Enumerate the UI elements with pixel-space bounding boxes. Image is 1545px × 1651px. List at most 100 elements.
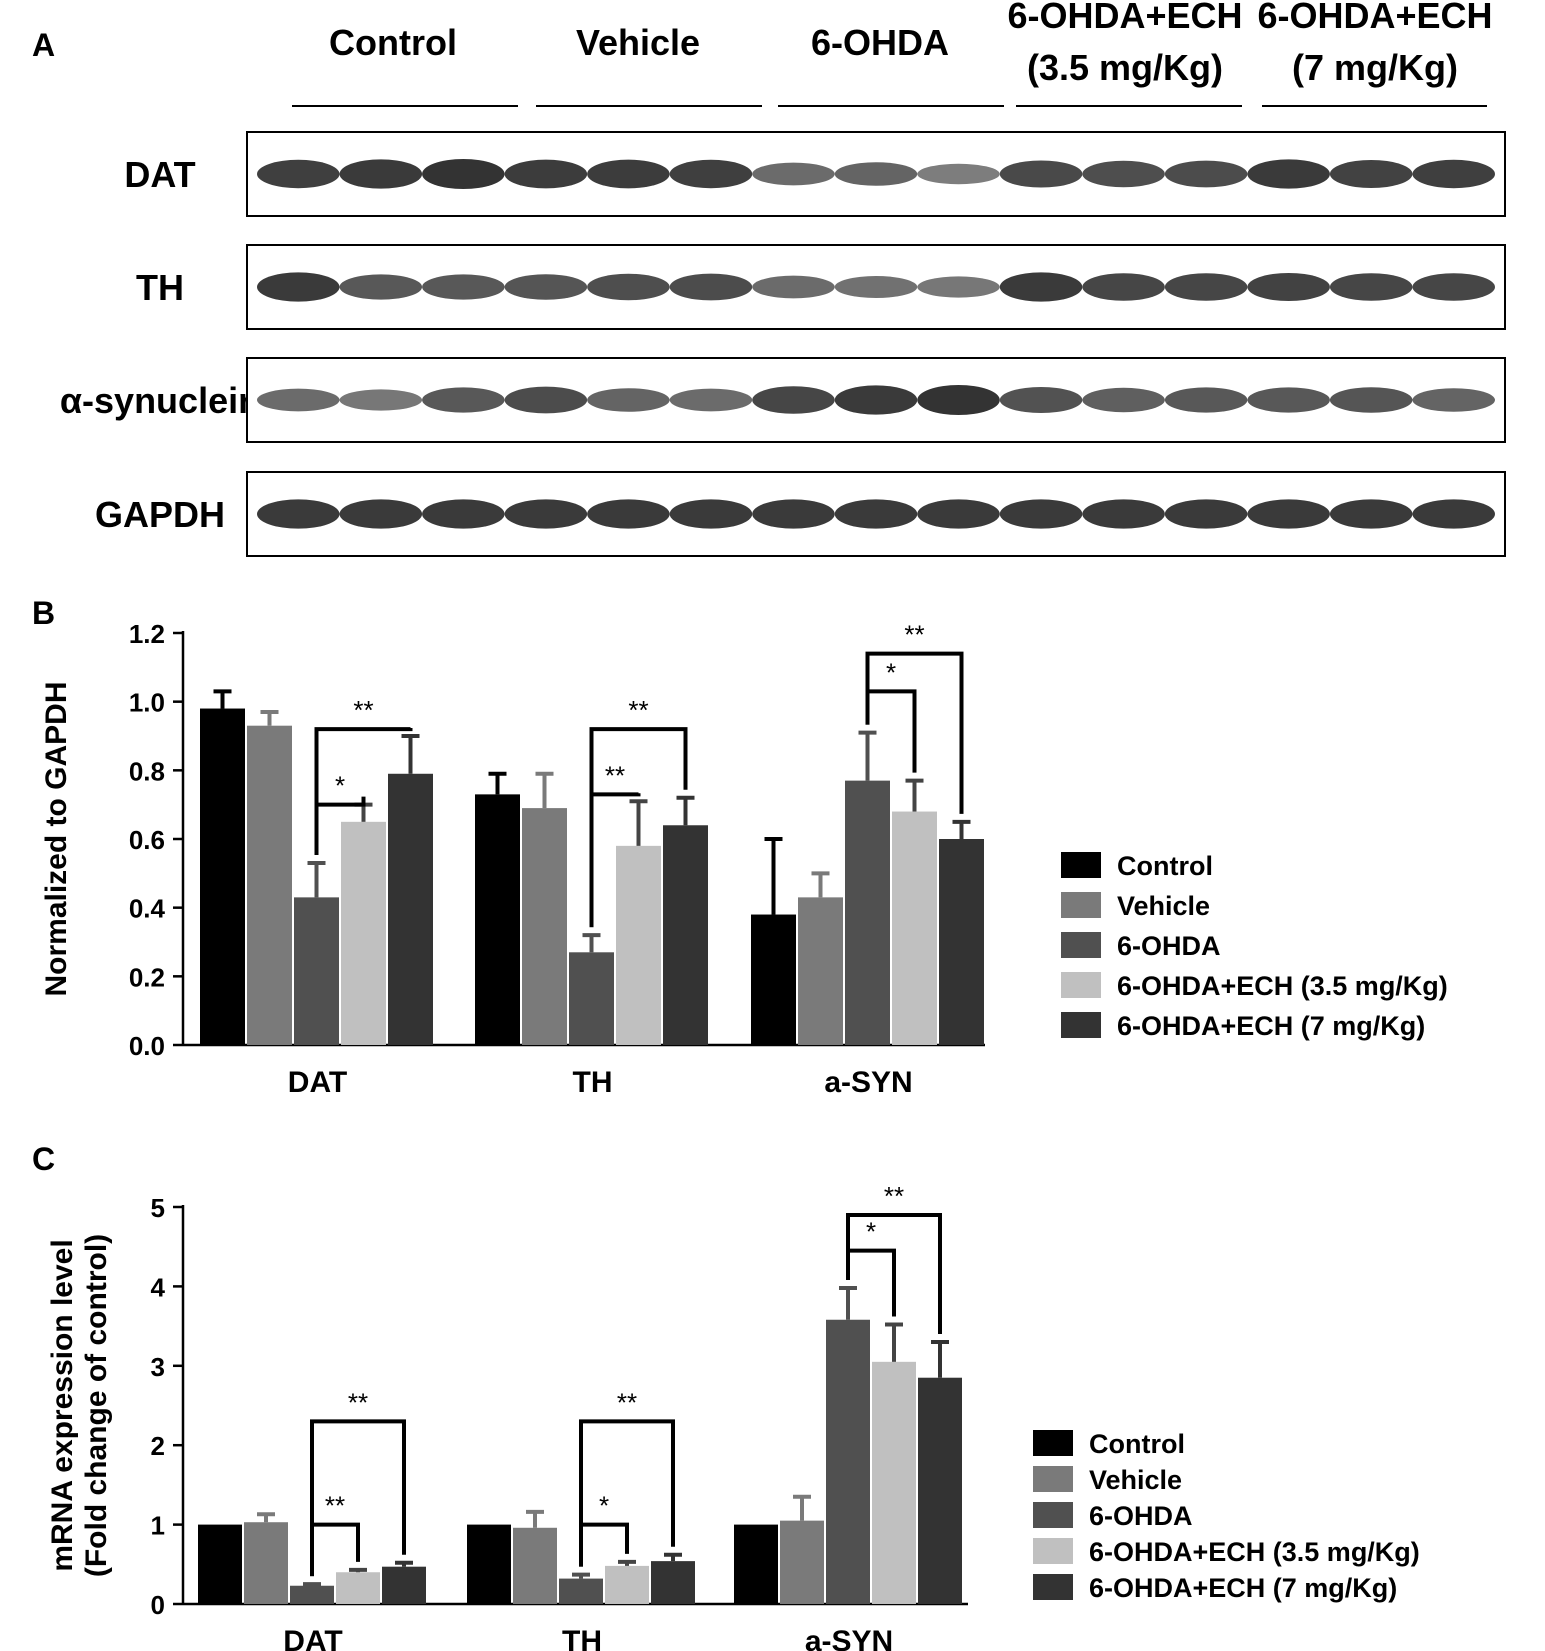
blot-band — [1164, 499, 1248, 529]
panel-b-legend-label: Vehicle — [1117, 891, 1210, 921]
panel-c-bar — [559, 1578, 603, 1604]
panel-b-significance-label: ** — [353, 695, 373, 725]
panel-c-y-tick-label: 0 — [151, 1590, 165, 1620]
panel-c-bar — [651, 1561, 695, 1604]
blot-row-label: α-synuclein — [60, 380, 260, 421]
panel-b-y-tick-label: 0.2 — [129, 962, 165, 992]
panel-b-y-tick-label: 0.6 — [129, 825, 165, 855]
panel-b-legend-swatch — [1061, 972, 1101, 998]
blot-band — [587, 273, 670, 301]
panel-b-significance-label: ** — [904, 620, 924, 650]
panel-b-significance-bracket — [865, 651, 964, 814]
group-label-line2: (3.5 mg/Kg) — [1027, 47, 1223, 88]
blot-band — [917, 276, 1000, 298]
group-label-line1: 6-OHDA — [811, 22, 949, 63]
blot-band — [752, 499, 835, 529]
blot-band — [339, 389, 423, 411]
blot-band — [999, 387, 1083, 413]
panel-c-significance-label: ** — [348, 1387, 368, 1417]
panel-c-bar — [244, 1522, 288, 1604]
panel-b-y-tick-label: 1.2 — [129, 619, 165, 649]
panel-c-y-tick-label: 4 — [151, 1272, 166, 1302]
blot-band — [999, 272, 1083, 302]
panel-b-bar — [247, 725, 292, 1045]
panel-a-western-blot: A Control Vehicle 6-OHDA 6-OHDA+ECH (3.5 mg/… — [32, 0, 1506, 557]
blot-band — [1082, 160, 1165, 188]
blot-band — [834, 385, 918, 415]
blot-band — [1412, 273, 1495, 301]
blot-row-label: GAPDH — [95, 494, 225, 535]
panel-c-legend-swatch — [1033, 1502, 1073, 1528]
panel-c-bar — [918, 1377, 962, 1604]
blot-band — [752, 162, 835, 186]
panel-c-bar — [336, 1572, 380, 1604]
blot-band — [1412, 159, 1495, 189]
panel-b-significance-bracket — [589, 727, 688, 928]
panel-b-bar — [798, 897, 843, 1045]
panel-b-significance-bracket — [314, 727, 413, 856]
panel-b-legend-label: Control — [1117, 851, 1213, 881]
panel-b-significance-label: ** — [628, 695, 648, 725]
blot-band — [834, 162, 918, 186]
blot-row-label: DAT — [124, 154, 195, 195]
blot-band — [1412, 388, 1495, 412]
panel-c-bar — [513, 1527, 557, 1604]
panel-b-protein-chart: B 0.0 0.2 0.4 0.6 0.8 1.0 1.2 Normalized to GAP… — [32, 595, 1448, 1099]
blot-band — [752, 275, 835, 299]
panel-b-bar — [294, 897, 339, 1045]
blot-band — [339, 499, 423, 529]
panel-c-legend-label: 6-OHDA+ECH (7 mg/Kg) — [1089, 1573, 1397, 1603]
panel-b-bar — [200, 708, 245, 1045]
panel-c-bar — [467, 1524, 511, 1604]
panel-c-significance-label: ** — [617, 1387, 637, 1417]
panel-b-legend-swatch — [1061, 932, 1101, 958]
blot-band — [257, 159, 340, 189]
panel-c-significance-bracket — [310, 1419, 406, 1577]
panel-b-significance-label: * — [886, 657, 896, 687]
panel-b-y-tick-label: 0.8 — [129, 756, 165, 786]
panel-b-y-tick-label: 1.0 — [129, 688, 165, 718]
blot-band — [257, 499, 340, 529]
panel-c-legend-swatch — [1033, 1466, 1073, 1492]
blot-band — [834, 276, 918, 298]
group-label-line1: 6-OHDA+ECH — [1257, 0, 1492, 36]
panel-b-legend-swatch — [1061, 1012, 1101, 1038]
panel-b-bar — [939, 839, 984, 1045]
panel-c-legend-label: Vehicle — [1089, 1465, 1182, 1495]
panel-c-y-axis-label-2: (Fold change of control) — [80, 1234, 113, 1577]
blot-band — [422, 499, 505, 529]
blot-band — [422, 387, 505, 413]
blot-band — [257, 388, 340, 412]
panel-c-legend-label: 6-OHDA+ECH (3.5 mg/Kg) — [1089, 1537, 1420, 1567]
blot-band — [422, 274, 505, 300]
blot-band — [257, 272, 340, 302]
blot-band — [587, 388, 670, 412]
blot-band — [917, 385, 1000, 415]
blot-band — [1329, 387, 1413, 413]
panel-c-legend-label: Control — [1089, 1429, 1185, 1459]
panel-c-x-tick-label: DAT — [283, 1625, 342, 1651]
panel-b-significance-label: * — [335, 771, 345, 801]
panel-c-bar — [198, 1524, 242, 1604]
blot-band — [1164, 387, 1248, 413]
blot-band — [339, 274, 423, 300]
panel-b-bar — [522, 808, 567, 1045]
group-label-line1: Vehicle — [576, 22, 700, 63]
panel-c-bar — [734, 1524, 778, 1604]
panel-b-y-axis-label: Normalized to GAPDH — [40, 681, 73, 996]
panel-b-significance-label: ** — [605, 760, 625, 790]
panel-c-y-tick-label: 3 — [151, 1352, 165, 1382]
blot-band — [339, 159, 423, 189]
blot-band — [999, 160, 1083, 188]
panel-c-legend-swatch — [1033, 1430, 1073, 1456]
panel-c-x-tick-label: a-SYN — [805, 1625, 893, 1651]
blot-band — [669, 499, 753, 529]
blot-band — [1329, 499, 1413, 529]
panel-c-bar — [826, 1319, 870, 1604]
panel-c-significance-label: * — [866, 1217, 876, 1247]
panel-c-legend-swatch — [1033, 1538, 1073, 1564]
blot-band — [1329, 273, 1413, 301]
panel-c-legend-label: 6-OHDA — [1089, 1501, 1193, 1531]
blot-band — [1164, 160, 1248, 188]
